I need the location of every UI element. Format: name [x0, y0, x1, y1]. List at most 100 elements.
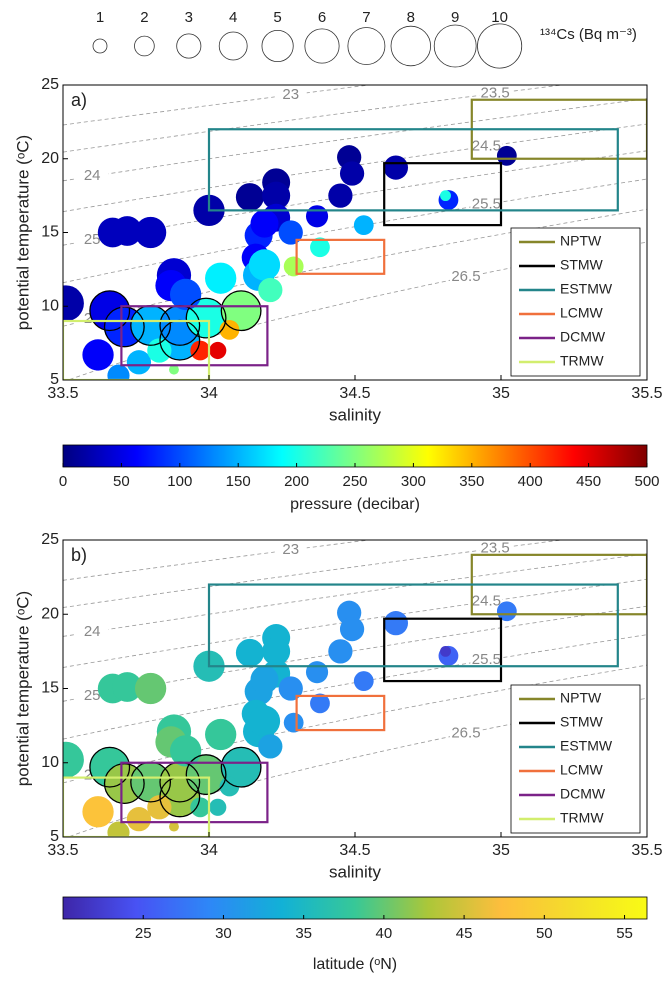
legend-label: STMW [560, 257, 604, 273]
size-legend-label: 8 [407, 9, 415, 26]
contour-label-bg [479, 85, 512, 103]
legend-label: NPTW [560, 233, 602, 249]
water-mass-box [63, 319, 211, 380]
x-tick-label: 33.5 [47, 385, 78, 402]
colorbar-tick-label: 350 [459, 473, 484, 490]
bubble [310, 237, 330, 258]
size-legend-label: 10 [491, 9, 508, 26]
bubble [190, 797, 211, 818]
bubble [134, 672, 167, 705]
bubble [82, 339, 114, 371]
bubble [205, 262, 237, 294]
colorbar-tick-label: 400 [518, 473, 543, 490]
bubble [126, 807, 152, 832]
y-axis-label: potential temperature (ᵒC) [13, 591, 32, 786]
size-legend-circle [390, 25, 431, 67]
bubble [283, 712, 304, 733]
colorbar-tick-label: 200 [284, 473, 309, 490]
density-contour [63, 208, 647, 327]
density-contour [63, 664, 647, 784]
bubble [339, 161, 365, 186]
legend-box [510, 684, 641, 834]
bubble [235, 638, 264, 667]
colorbar-tick-label: 30 [215, 925, 232, 942]
contour-label: 24 [84, 623, 101, 640]
contour-label-bg [76, 622, 109, 641]
bubble [496, 145, 517, 166]
contour-label-bg [470, 195, 503, 214]
size-legend-label: 5 [273, 9, 281, 26]
water-mass-box [295, 694, 386, 732]
y-tick-label: 5 [50, 828, 59, 845]
bubble [258, 734, 283, 759]
y-tick-label: 10 [41, 297, 59, 314]
y-tick-label: 5 [50, 371, 59, 388]
size-legend-circle [347, 27, 386, 65]
contour-label-bg [449, 724, 482, 743]
size-legend-label: 7 [362, 9, 370, 26]
bubble [353, 215, 374, 236]
bubble-ring [89, 290, 131, 332]
bubble-ring [220, 746, 262, 788]
contour-label: 24 [84, 167, 101, 184]
density-contour [66, 697, 647, 837]
bubble [209, 798, 227, 816]
x-tick-label: 34.5 [339, 385, 370, 402]
colorbar-tick-label: 50 [113, 473, 130, 490]
density-contour [63, 553, 647, 637]
bubble [126, 350, 152, 375]
bubble [169, 364, 179, 375]
bubble-ring [220, 290, 262, 332]
colorbar-tick-label: 450 [576, 473, 601, 490]
size-legend-label: 4 [229, 9, 237, 26]
contour-label: 23 [282, 541, 299, 558]
water-mass-box [383, 162, 503, 227]
x-tick-label: 35.5 [631, 385, 662, 402]
density-contour [63, 540, 566, 608]
y-tick-label: 20 [41, 605, 59, 622]
bubble-ring [185, 754, 227, 796]
density-contour [66, 241, 647, 380]
contour-label: 23.5 [481, 84, 510, 101]
legend-label: TRMW [560, 353, 604, 369]
bubble [278, 676, 303, 701]
bubble [339, 616, 365, 642]
contour-label-bg [479, 540, 512, 558]
legend-label: STMW [560, 714, 604, 730]
bubble [134, 216, 167, 249]
bubble [383, 611, 409, 636]
x-tick-label: 34 [200, 842, 218, 859]
bubble [186, 754, 226, 795]
colorbar-tick-label: 45 [456, 925, 473, 942]
bubble [250, 209, 279, 238]
bubble [310, 693, 330, 714]
contour-label-bg [470, 592, 503, 611]
legend-label: TRMW [560, 810, 604, 826]
legend-label: DCMW [560, 329, 606, 345]
size-legend-label: 3 [185, 9, 193, 26]
bubble [250, 665, 279, 694]
y-tick-label: 20 [41, 150, 59, 167]
bubble [305, 205, 329, 228]
water-mass-box [383, 617, 503, 683]
colorbar-tick-label: 500 [634, 473, 659, 490]
water-mass-box [120, 305, 269, 367]
water-mass-box [207, 128, 619, 212]
colorbar [62, 896, 648, 920]
bubble [107, 364, 130, 380]
y-tick-label: 10 [41, 754, 59, 771]
x-axis-label: salinity [329, 405, 381, 424]
size-legend-circle [218, 31, 248, 61]
bubble [235, 183, 264, 212]
legend-label: ESTMW [560, 738, 613, 754]
y-axis-label: potential temperature (ᵒC) [13, 135, 32, 330]
density-contour [63, 85, 372, 126]
bubble-ring [89, 746, 131, 788]
contour-label: 25 [84, 231, 101, 248]
bubble [283, 256, 304, 277]
bubble [383, 155, 409, 180]
colorbar-tick-label: 35 [295, 925, 312, 942]
contour-label-bg [274, 85, 307, 104]
x-axis-label: salinity [329, 862, 381, 881]
